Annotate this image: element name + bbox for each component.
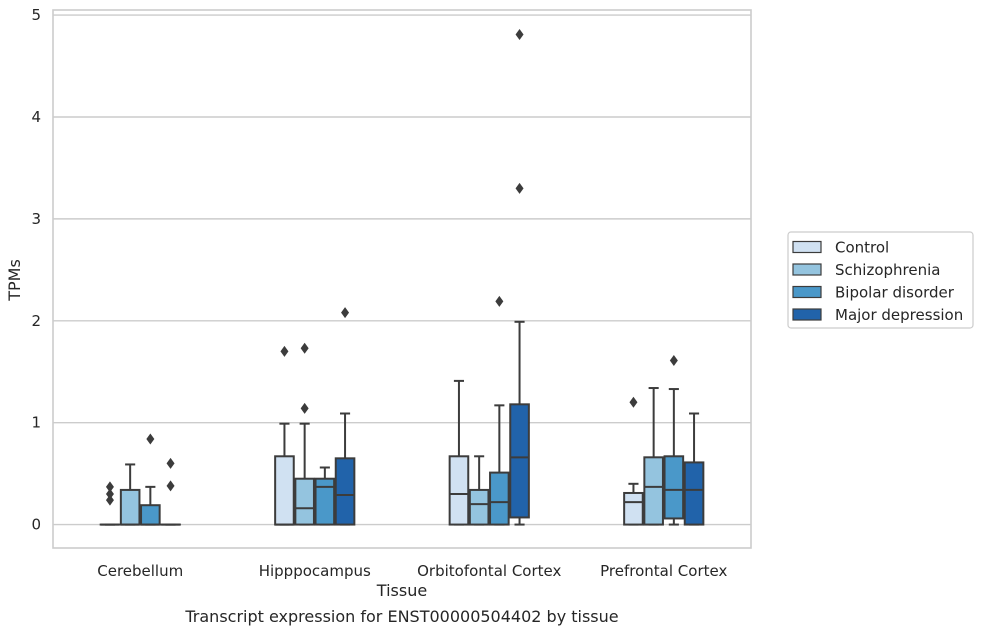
legend-label: Bipolar disorder [835, 284, 955, 302]
outlier-point [105, 494, 114, 506]
box-iqr [294, 477, 315, 526]
y-tick-label: 0 [31, 516, 41, 534]
outlier-point [105, 481, 114, 493]
outlier-point [495, 295, 504, 307]
box-0-3 [160, 457, 181, 526]
x-tick-label: Hipppocampus [259, 562, 371, 580]
outlier-point [300, 402, 309, 414]
legend-label: Major depression [835, 306, 963, 324]
box-iqr [314, 477, 336, 526]
x-tick-label: Orbitofontal Cortex [417, 562, 561, 580]
plot-area-frame [52, 9, 752, 549]
box-iqr [509, 403, 530, 519]
box-3-1 [643, 387, 664, 526]
box-3-2 [663, 355, 685, 526]
legend-swatch [792, 263, 822, 276]
y-tick-label: 4 [31, 108, 41, 126]
box-iqr [489, 471, 510, 526]
box-2-0 [448, 379, 470, 526]
box-0-1 [119, 463, 141, 526]
box-0-2 [140, 433, 161, 526]
legend-swatch [792, 240, 822, 254]
y-tick-label: 2 [31, 312, 41, 330]
x-axis-label: Tissue [376, 581, 427, 600]
outlier-point [166, 480, 175, 492]
legend-swatch [792, 285, 822, 299]
box-iqr [683, 461, 705, 526]
y-tick-label: 5 [31, 6, 41, 24]
y-tick-label: 1 [31, 414, 41, 432]
box-iqr [140, 504, 161, 526]
box-groups [99, 28, 705, 526]
gridlines [53, 14, 751, 526]
legend: Control Schizophrenia Bipolar disorder Majo… [787, 231, 974, 329]
outlier-point [629, 396, 638, 408]
outlier-point [515, 182, 524, 194]
outlier-point [669, 355, 678, 367]
box-iqr [643, 456, 664, 526]
box-iqr [334, 457, 356, 526]
box-1-1 [294, 342, 315, 526]
x-tick-label: Cerebellum [97, 562, 183, 580]
box-1-2 [314, 466, 336, 526]
box-iqr [448, 455, 470, 526]
legend-label: Control [835, 239, 889, 257]
box-2-2 [489, 295, 510, 526]
x-axis-ticks: Cerebellum Hipppocampus Orbitofontal Corte… [97, 562, 727, 580]
box-iqr [119, 488, 141, 526]
box-3-3 [683, 412, 705, 526]
legend-frame [787, 231, 974, 329]
legend-label: Schizophrenia [835, 261, 940, 279]
box-2-1 [468, 455, 490, 526]
y-axis-ticks: 0 1 2 3 4 5 [31, 6, 41, 533]
outlier-point [300, 342, 309, 354]
box-1-0 [274, 345, 295, 526]
legend-swatch [792, 308, 822, 321]
chart-title: Transcript expression for ENST0000050440… [184, 607, 618, 626]
x-tick-label: Prefrontal Cortex [600, 562, 727, 580]
box-iqr [274, 455, 295, 526]
y-tick-label: 3 [31, 210, 41, 228]
box-iqr [623, 491, 644, 526]
box-2-3 [509, 28, 530, 526]
box-3-0 [623, 396, 644, 526]
box-1-3 [334, 307, 356, 526]
outlier-point [341, 307, 350, 319]
outlier-point [515, 28, 524, 40]
outlier-point [146, 433, 155, 445]
outlier-point [280, 345, 289, 357]
y-axis-label: TPMs [5, 259, 24, 302]
outlier-point [166, 457, 175, 469]
box-iqr [468, 488, 490, 526]
box-iqr [663, 455, 685, 520]
outlier-point [105, 488, 114, 500]
box-0-0 [99, 481, 121, 526]
